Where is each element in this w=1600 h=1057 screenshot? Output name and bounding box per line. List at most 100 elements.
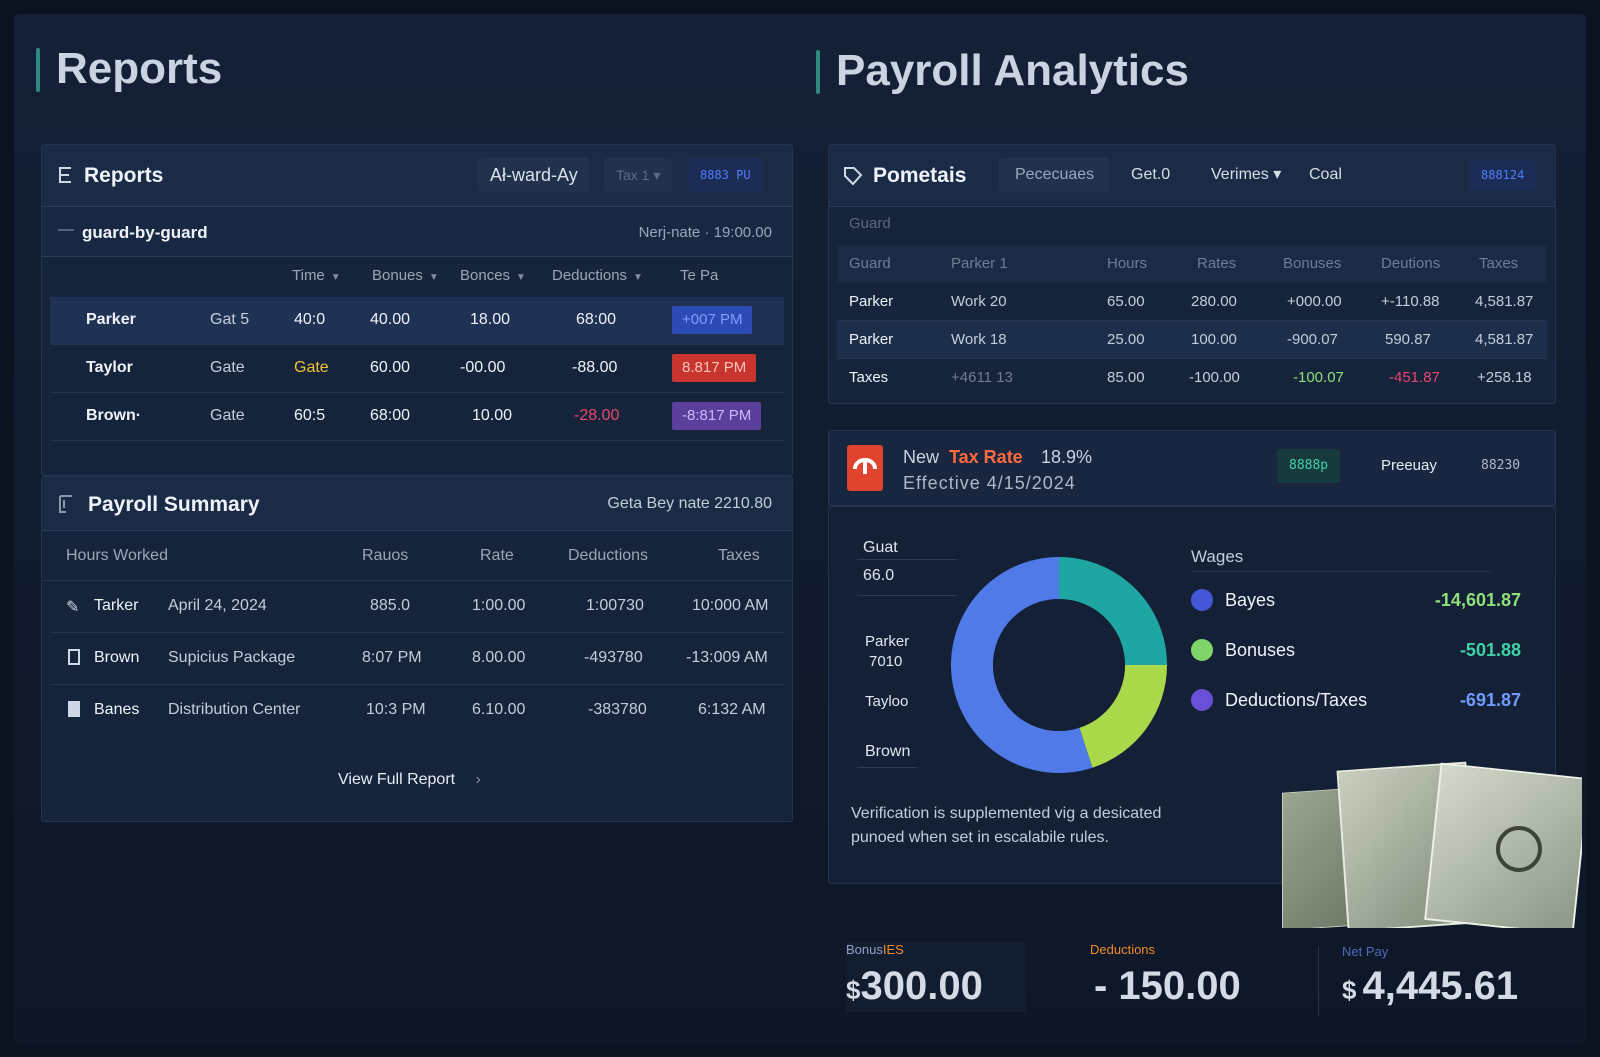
donut-label-parker: Parker bbox=[865, 633, 910, 650]
tax-chip-1[interactable]: 8888p bbox=[1277, 449, 1341, 483]
table-row[interactable]: Taylor Gate Gate 60.00 -00.00 -88.00 8.8… bbox=[50, 345, 784, 393]
guard-name: Taxes bbox=[849, 369, 889, 386]
tax-effective-date: Effective 4/15/2024 bbox=[903, 473, 1076, 493]
guard-deductions: 68:00 bbox=[576, 311, 617, 328]
guard-p1: Work 20 bbox=[951, 293, 1007, 310]
guard-time: Gate bbox=[294, 359, 329, 376]
kpi-value: $300.00 bbox=[846, 964, 983, 1008]
guard-p1: +4611 13 bbox=[951, 369, 1013, 386]
tax-chip-3[interactable]: 88230 bbox=[1481, 458, 1521, 473]
tax-dropdown-chip[interactable]: Tax 1 ▾ bbox=[604, 158, 673, 192]
summary-taxes: -13:009 AM bbox=[686, 649, 768, 666]
menu-lines-icon bbox=[59, 167, 71, 183]
tax-rate-percent: 18.9% bbox=[1041, 447, 1093, 467]
guard-hours: 85.00 bbox=[1107, 369, 1145, 386]
guard-name: Brown· bbox=[86, 407, 142, 424]
payroll-summary-panel: Payroll Summary Geta Bey nate 2210.80 Ho… bbox=[41, 476, 793, 822]
donut-label-brown: Brown bbox=[865, 743, 911, 760]
guard-bonus-2: 18.00 bbox=[470, 311, 511, 328]
view-full-report-link[interactable]: View Full Report › bbox=[338, 771, 481, 788]
pometais-id-chip[interactable]: 888124 bbox=[1469, 160, 1537, 190]
legend-name: Bonuses bbox=[1225, 640, 1296, 660]
guard-subheader-right: Nerj-nate · 19:00.00 bbox=[638, 224, 772, 241]
guard-p1: Work 18 bbox=[951, 331, 1007, 348]
reports-panel: Reports Ał-ward-Ay Tax 1 ▾ 8883 PU — gua… bbox=[41, 144, 793, 476]
summary-table-header: Hours Worked Rauos Rate Deductions Taxes bbox=[42, 531, 792, 581]
col-parker: Parker 1 bbox=[951, 255, 1008, 272]
col-time[interactable]: Time ▼ bbox=[292, 267, 341, 284]
guard-name: Parker bbox=[849, 293, 894, 310]
kpi-value: $4,445.61 bbox=[1342, 964, 1519, 1008]
col-guard: Guard bbox=[849, 255, 891, 272]
summary-bracket-icon bbox=[59, 495, 72, 513]
guard-deutions: +-110.88 bbox=[1381, 293, 1440, 310]
guard-subheader-title: guard-by-guard bbox=[82, 223, 208, 242]
table-row[interactable]: Parker Work 18 25.00 100.00 -900.07 590.… bbox=[837, 321, 1547, 359]
tab-coal[interactable]: Coal bbox=[1309, 166, 1342, 183]
list-item[interactable]: ✎ Tarker April 24, 2024 885.0 1:00.00 1:… bbox=[50, 581, 784, 633]
guard-rates: -100.00 bbox=[1189, 369, 1240, 386]
label-divider bbox=[857, 559, 957, 560]
summary-rate: 8.00.00 bbox=[472, 649, 526, 666]
summary-rate: 1:00.00 bbox=[472, 597, 526, 614]
col-bonues[interactable]: Bonues ▼ bbox=[372, 267, 439, 284]
payroll-summary-right: Geta Bey nate 2210.80 bbox=[607, 495, 772, 512]
donut-segment-0[interactable] bbox=[1059, 557, 1167, 665]
document-icon bbox=[68, 649, 80, 665]
summary-rauos: 10:3 PM bbox=[366, 701, 426, 718]
summary-deductions: 1:00730 bbox=[586, 597, 644, 614]
guard-bonuses: -100.07 bbox=[1293, 369, 1344, 386]
filter-chip-ward[interactable]: Ał-ward-Ay bbox=[478, 158, 590, 192]
kpi-deductions: Deductions - 150.00 bbox=[1090, 942, 1290, 1012]
summary-taxes: 10:000 AM bbox=[692, 597, 769, 614]
list-item[interactable]: Brown Supicius Package 8:07 PM 8.00.00 -… bbox=[50, 633, 784, 685]
col-te-pa[interactable]: Te Pa bbox=[680, 267, 719, 284]
pin-icon: ✎ bbox=[66, 599, 80, 616]
col-bonces[interactable]: Bonces ▼ bbox=[460, 267, 526, 284]
sort-caret-icon: ▼ bbox=[330, 272, 341, 283]
kpi-value: - 150.00 bbox=[1094, 964, 1241, 1008]
legend-value: -501.88 bbox=[1459, 640, 1521, 660]
kpi-label: BonusIES bbox=[846, 942, 904, 957]
pay-badge: +007 PM bbox=[672, 306, 753, 334]
summary-rauos: 8:07 PM bbox=[362, 649, 422, 666]
table-row[interactable]: Brown· Gate 60:5 68:00 10.00 -28.00 -8:8… bbox=[50, 393, 784, 441]
tax-chip-2[interactable]: Preeuay bbox=[1381, 457, 1437, 474]
sort-caret-icon: ▼ bbox=[633, 272, 643, 283]
table-row[interactable]: Parker Gat 5 40:0 40.00 18.00 68:00 +007… bbox=[50, 297, 784, 345]
col-rauos: Rauos bbox=[362, 547, 409, 564]
cash-stack-image bbox=[1282, 756, 1582, 928]
pometais-header: Pometais Pececuaes Get.0 Verimes ▾ Coal … bbox=[829, 145, 1555, 207]
alert-badge-icon bbox=[847, 445, 883, 491]
sort-caret-icon: ▼ bbox=[516, 272, 526, 283]
legend-item[interactable]: Bayes -14,601.87 bbox=[1191, 585, 1521, 615]
legend-name: Deductions/Taxes bbox=[1225, 690, 1368, 710]
kpi-net-pay: Net Pay $4,445.61 bbox=[1342, 942, 1562, 1012]
guard-gate: Gat 5 bbox=[210, 311, 250, 328]
payroll-summary-header: Payroll Summary Geta Bey nate 2210.80 bbox=[42, 477, 792, 531]
chevron-right-icon: › bbox=[475, 771, 481, 788]
collapse-dash-icon[interactable]: — bbox=[58, 221, 74, 238]
guard-hours: 25.00 bbox=[1107, 331, 1145, 348]
legend-title: Wages bbox=[1191, 547, 1244, 566]
donut-segment-2[interactable] bbox=[951, 557, 1093, 773]
kpi-bonuses: BonusIES $300.00 bbox=[846, 942, 1026, 1012]
legend-swatch bbox=[1191, 689, 1213, 711]
tab-get[interactable]: Get.0 bbox=[1131, 166, 1171, 183]
payroll-summary-title: Payroll Summary bbox=[88, 493, 260, 516]
legend-name: Bayes bbox=[1225, 590, 1276, 610]
table-row[interactable]: Taxes +4611 13 85.00 -100.00 -100.07 -45… bbox=[837, 359, 1547, 397]
tab-verimes[interactable]: Verimes ▾ bbox=[1211, 166, 1282, 183]
report-id-chip[interactable]: 8883 PU bbox=[688, 158, 763, 192]
list-item[interactable]: Banes Distribution Center 10:3 PM 6.10.0… bbox=[50, 685, 784, 737]
reports-panel-header: Reports Ał-ward-Ay Tax 1 ▾ 8883 PU bbox=[42, 145, 792, 207]
col-deductions[interactable]: Deductions ▼ bbox=[552, 267, 643, 284]
tag-icon bbox=[844, 167, 863, 186]
table-row[interactable]: Parker Work 20 65.00 280.00 +000.00 +-11… bbox=[837, 283, 1547, 321]
pay-badge: -8:817 PM bbox=[672, 402, 762, 430]
donut-segment-1[interactable] bbox=[1079, 665, 1167, 768]
legend-item[interactable]: Deductions/Taxes -691.87 bbox=[1191, 685, 1521, 715]
kpi-divider bbox=[1318, 946, 1319, 1016]
legend-item[interactable]: Bonuses -501.88 bbox=[1191, 635, 1521, 665]
tab-pececuaes[interactable]: Pececuaes bbox=[999, 158, 1111, 192]
